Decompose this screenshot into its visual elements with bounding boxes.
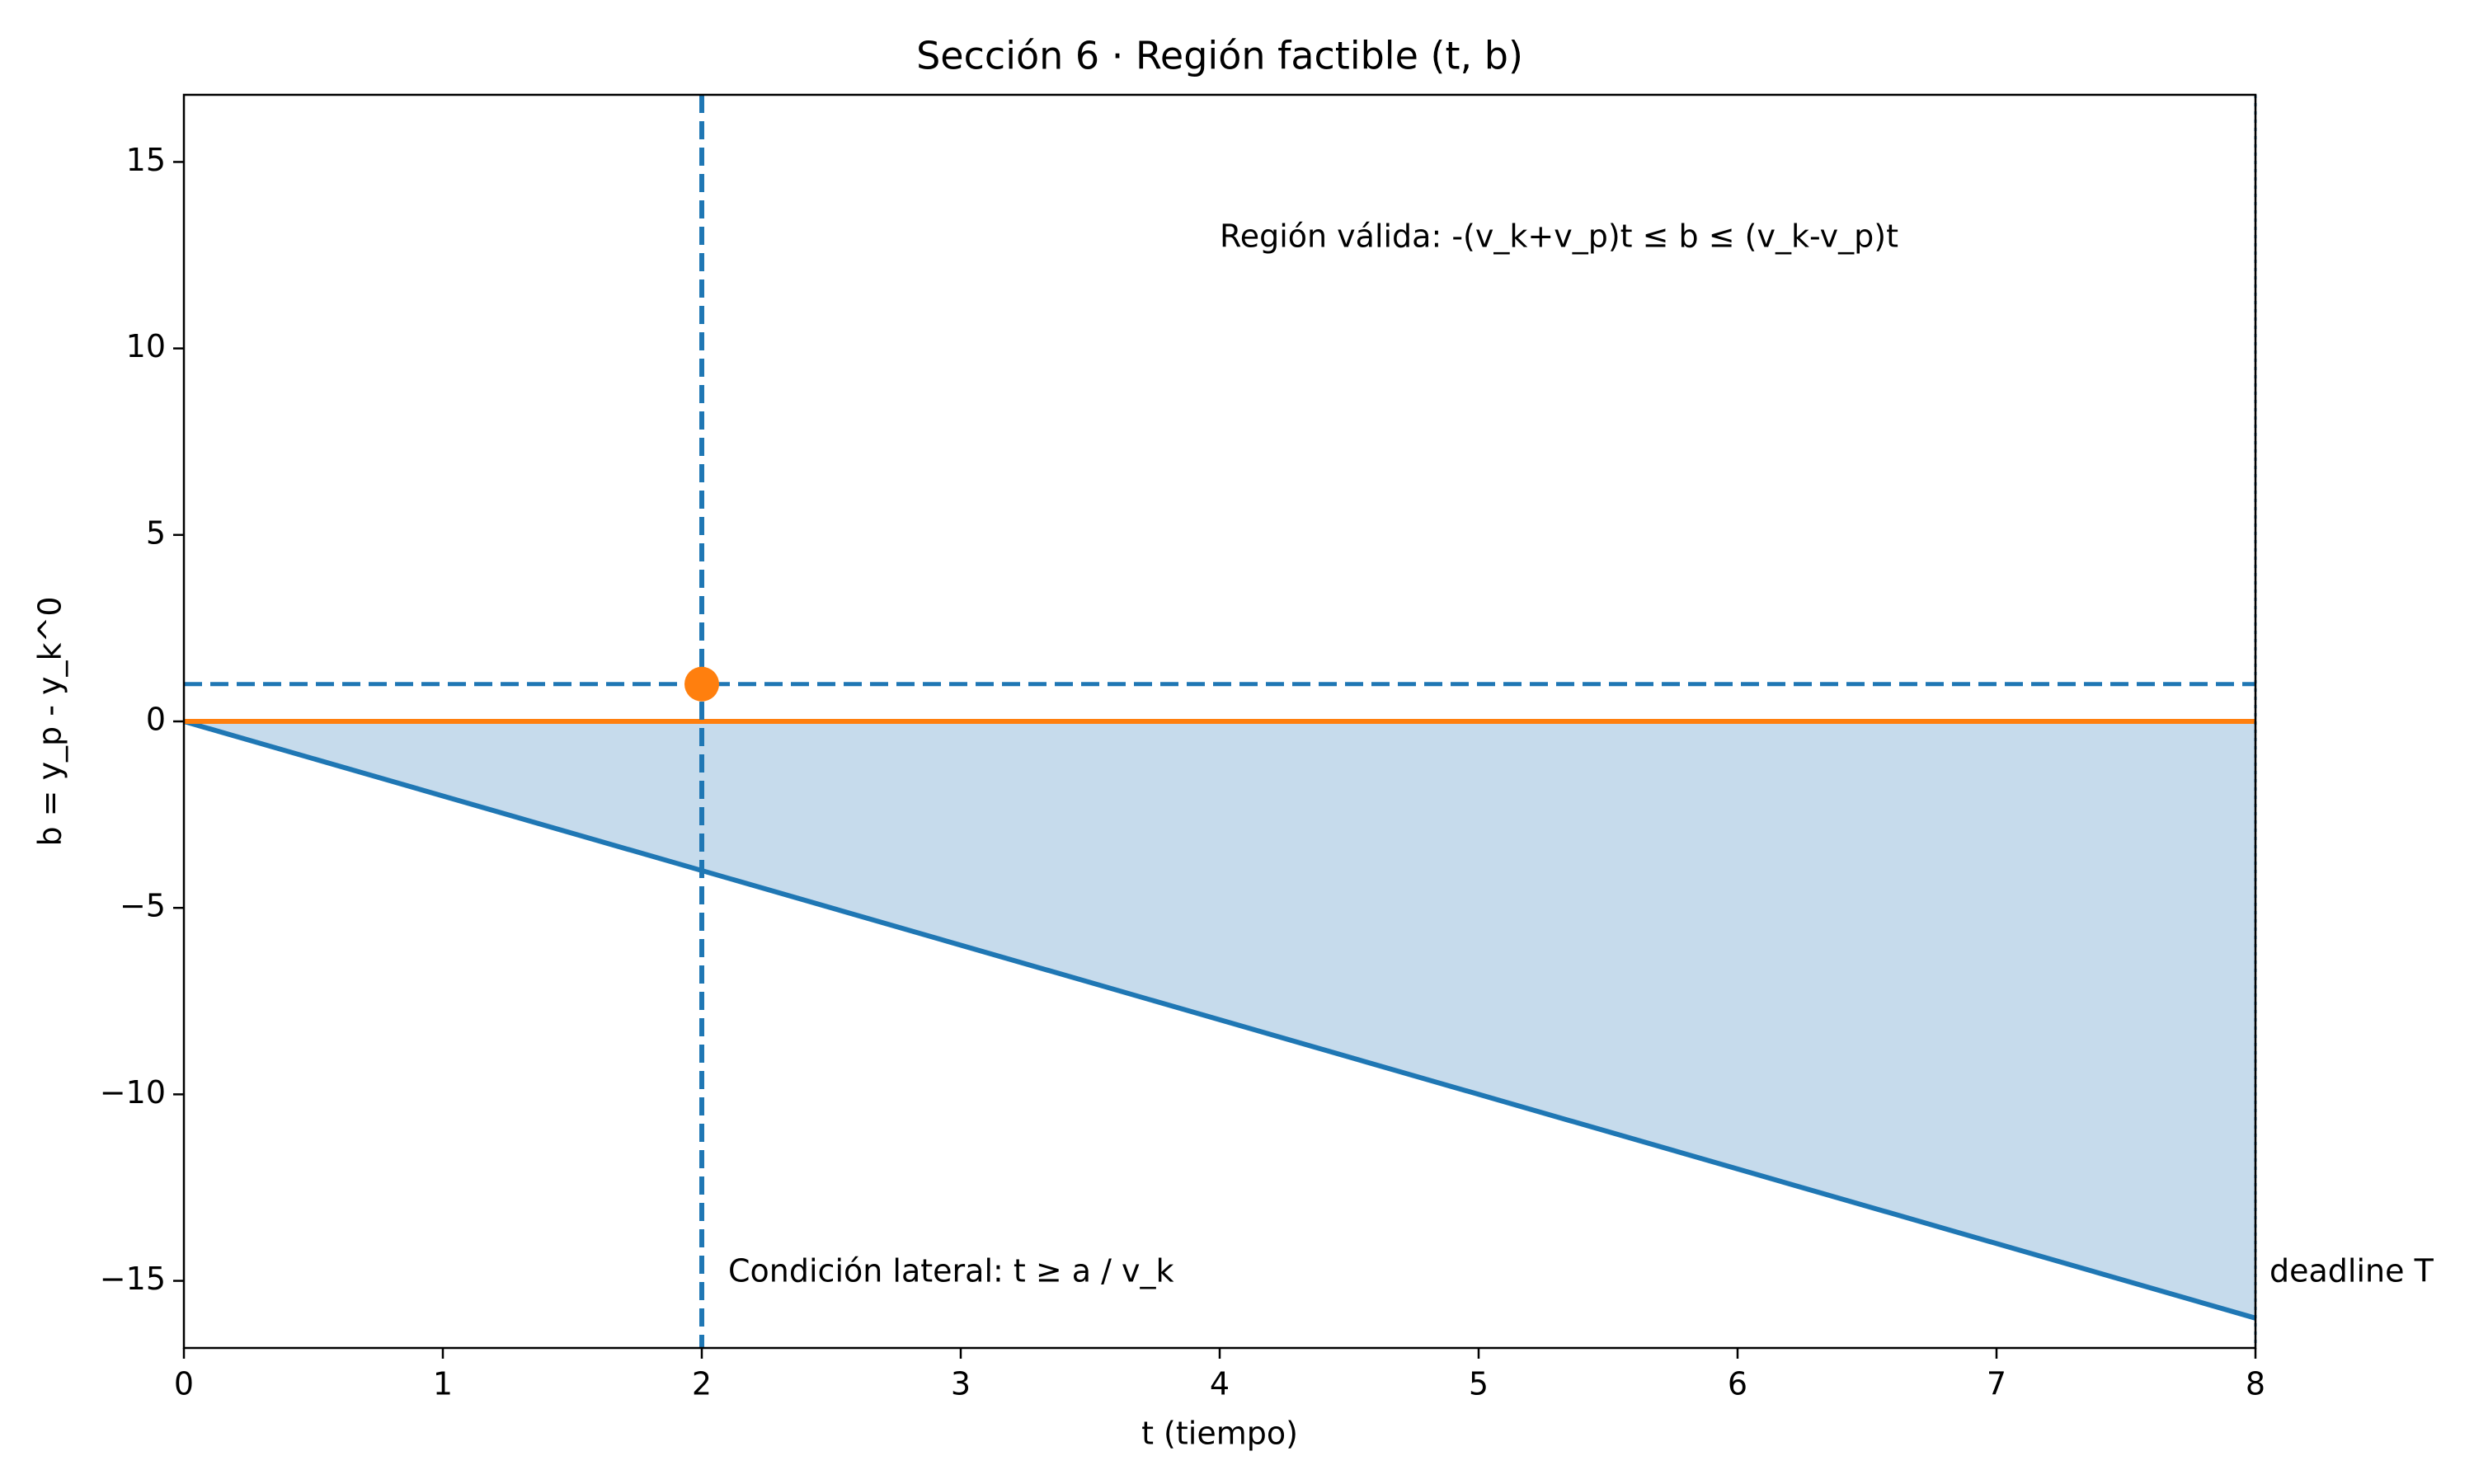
annotation: Región válida: -(v_k+v_p)t ≤ b ≤ (v_k-v_… [1220,218,1898,255]
x-tick-label: 8 [2246,1366,2265,1402]
x-tick-label: 7 [1987,1366,2006,1402]
y-tick-label: 5 [146,514,166,551]
annotation: deadline T [2269,1253,2434,1289]
annotation: Condición lateral: t ≥ a / v_k [728,1253,1174,1289]
y-tick-label: −10 [100,1074,166,1111]
y-tick-label: 10 [126,328,166,364]
y-axis-label: b = y_p - y_k^0 [32,596,68,846]
chart-title: Sección 6 · Región factible (t, b) [916,34,1523,78]
x-tick-label: 4 [1210,1366,1230,1402]
x-tick-label: 0 [174,1366,194,1402]
y-tick-label: −15 [100,1261,166,1297]
point [684,666,719,702]
x-tick-label: 5 [1469,1366,1489,1402]
x-tick-label: 3 [951,1366,971,1402]
x-axis-label: t (tiempo) [1141,1416,1298,1452]
x-tick-label: 2 [692,1366,712,1402]
y-tick-label: 0 [146,702,166,738]
series-line [183,719,2256,1321]
plot-area: 0 1 2 3 4 5 6 7 8 −15 −10 −5 0 5 10 15 [100,93,2265,1402]
y-tick-label: −5 [120,888,166,924]
y-tick-label: 15 [126,142,166,178]
x-tick-label: 6 [1728,1366,1747,1402]
x-tick-label: 1 [433,1366,453,1402]
